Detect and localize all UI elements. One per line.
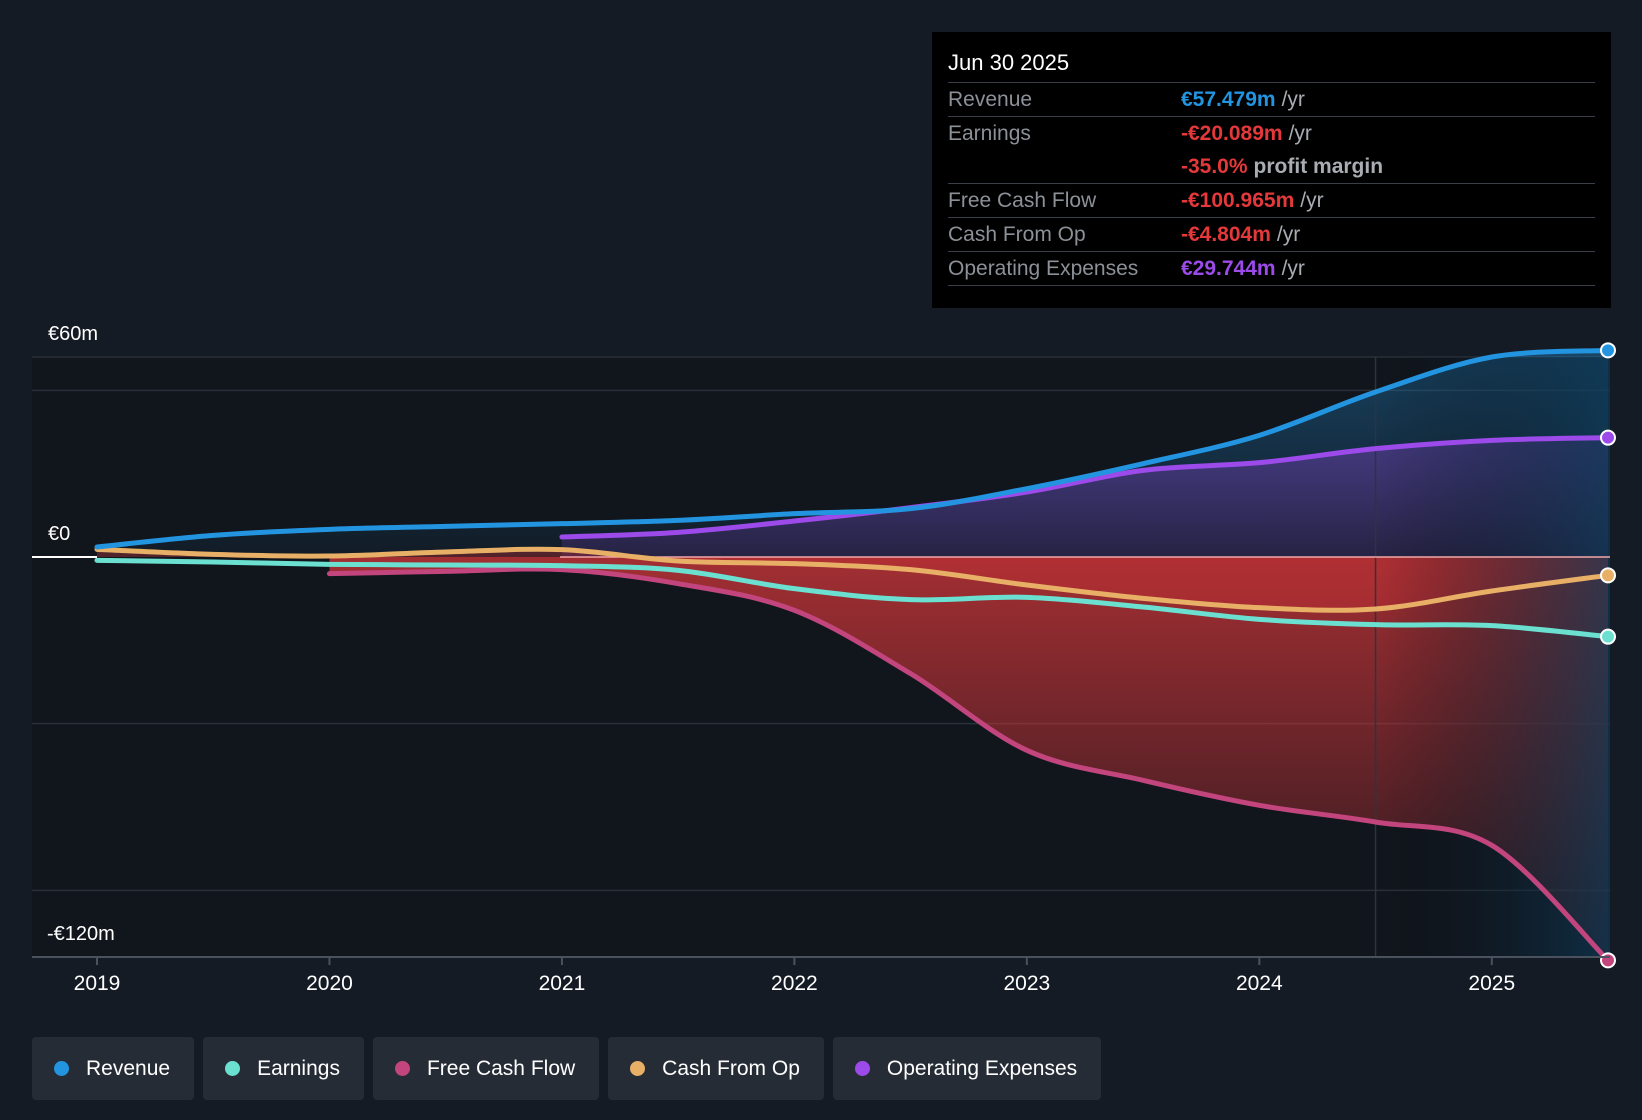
tooltip: Jun 30 2025 Revenue €57.479m /yr Earning… [932, 32, 1611, 308]
tooltip-unit: /yr [1300, 189, 1324, 212]
legend-item-free-cash-flow[interactable]: Free Cash Flow [372, 1037, 600, 1100]
x-tick-label: 2020 [306, 972, 353, 995]
legend-dot-icon [854, 1061, 870, 1076]
tooltip-row-operating-expenses: Operating Expenses €29.744m /yr [948, 252, 1595, 286]
x-tick-label: 2019 [74, 972, 121, 995]
tooltip-label: Cash From Op [948, 223, 1086, 246]
legend-item-cash-from-op[interactable]: Cash From Op [608, 1037, 824, 1100]
line-operating-expenses [559, 435, 1611, 540]
tooltip-value: -35.0% [1181, 155, 1248, 178]
y-label-zero: €0 [48, 523, 70, 545]
y-label-top: €60m [48, 323, 98, 345]
highlight-region [1375, 357, 1610, 957]
end-marker-operating-expenses [1600, 429, 1616, 446]
tooltip-label: Earnings [948, 122, 1031, 145]
legend-item-operating-expenses[interactable]: Operating Expenses [832, 1037, 1102, 1100]
end-marker-free-cash-flow [1600, 952, 1616, 969]
legend-item-earnings[interactable]: Earnings [203, 1037, 364, 1100]
tooltip-date: Jun 30 2025 [948, 46, 1595, 83]
line-earnings [94, 557, 1611, 640]
x-tick-label: 2024 [1236, 972, 1283, 995]
x-tick-label: 2025 [1468, 972, 1515, 995]
area-cash-from-op [97, 549, 1608, 611]
tooltip-value: -€20.089m [1181, 122, 1283, 145]
legend-label: Operating Expenses [886, 1056, 1078, 1080]
tooltip-unit: /yr [1276, 223, 1301, 246]
tooltip-row-cash-from-op: Cash From Op -€4.804m /yr [948, 218, 1595, 252]
tooltip-value: -€100.965m [1181, 189, 1295, 212]
tooltip-row-revenue: Revenue €57.479m /yr [948, 83, 1595, 117]
end-marker-cash-from-op [1600, 567, 1616, 584]
tooltip-value: €29.744m [1181, 257, 1276, 280]
area-free-cash-flow [329, 557, 1608, 961]
legend-dot-icon [225, 1061, 241, 1076]
series-areas [97, 350, 1608, 961]
area-operating-expenses [561, 437, 1608, 557]
tooltip-row-earnings: Earnings -€20.089m /yr [948, 117, 1595, 150]
tooltip-unit: /yr [1281, 88, 1305, 111]
line-revenue [94, 347, 1611, 550]
legend-dot-icon [54, 1061, 69, 1076]
x-axis: 2019 2020 2021 2022 2023 2024 2025 [32, 956, 1610, 995]
legend-label: Earnings [257, 1056, 340, 1080]
legend-label: Cash From Op [662, 1056, 800, 1080]
tooltip-value: -€4.804m [1181, 223, 1271, 246]
tooltip-unit: /yr [1281, 257, 1305, 280]
legend-dot-icon [394, 1061, 410, 1076]
series-lines [32, 347, 1611, 963]
series-end-markers [1600, 342, 1616, 969]
y-label-bottom: -€120m [47, 923, 115, 945]
line-free-cash-flow [326, 566, 1611, 963]
legend-label: Revenue [86, 1056, 171, 1080]
end-marker-revenue [1600, 342, 1616, 359]
tooltip-unit: /yr [1288, 122, 1312, 145]
x-tick-label: 2023 [1003, 972, 1050, 995]
tooltip-row-free-cash-flow: Free Cash Flow -€100.965m /yr [948, 184, 1595, 218]
end-marker-earnings [1600, 628, 1616, 645]
tooltip-unit: profit margin [1253, 155, 1384, 178]
legend: Revenue Earnings Free Cash Flow Cash Fro… [32, 1037, 1102, 1100]
tooltip-label: Revenue [948, 88, 1033, 111]
tooltip-row-profit-margin: -35.0% profit margin [948, 150, 1595, 184]
tooltip-label [948, 150, 1181, 183]
legend-dot-icon [630, 1061, 646, 1076]
x-tick-label: 2022 [771, 972, 818, 995]
x-tick-label: 2021 [539, 972, 586, 995]
legend-item-revenue[interactable]: Revenue [32, 1037, 195, 1100]
chart: €60m €0 -€120m 2019 2020 2021 2022 2023 2024 2… [32, 323, 1616, 995]
legend-label: Free Cash Flow [426, 1056, 576, 1080]
tooltip-label: Free Cash Flow [948, 189, 1097, 212]
tooltip-value: €57.479m [1181, 88, 1276, 111]
tooltip-label: Operating Expenses [948, 257, 1139, 280]
line-cash-from-op [94, 546, 1611, 613]
